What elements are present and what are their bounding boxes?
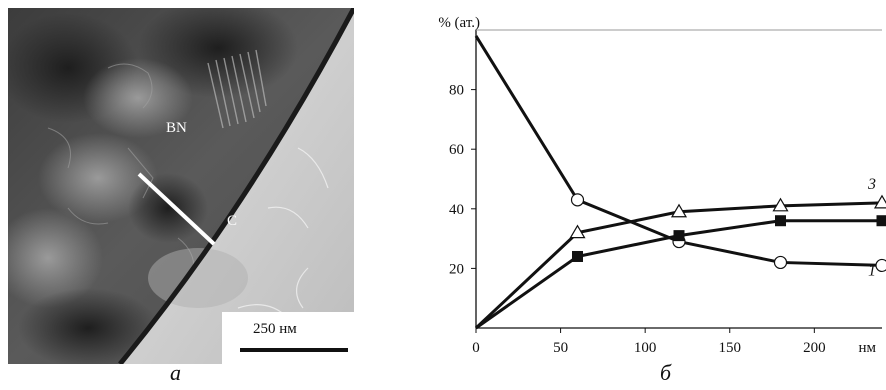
- chart-axes: 0 50 100 150 200 20 40 60 80: [449, 29, 882, 356]
- data-point-square: [572, 250, 583, 262]
- data-point-triangle: [772, 197, 789, 212]
- chart-labels: % (ат.) нм 1 3: [438, 15, 876, 356]
- micrograph-panel: BN C 250 нм: [8, 8, 354, 364]
- series-label: 1: [868, 262, 876, 279]
- data-point-circle: [570, 193, 585, 207]
- data-point-triangle: [569, 224, 586, 239]
- data-point-square: [673, 230, 685, 242]
- data-point-square: [775, 215, 786, 227]
- x-tick-label: 150: [719, 340, 742, 356]
- y-tick-label: 20: [449, 261, 464, 277]
- y-tick-label: 40: [449, 202, 464, 218]
- data-point-square: [876, 215, 886, 227]
- y-tick-label: 60: [449, 142, 464, 158]
- caption-b: б: [660, 360, 672, 385]
- scale-bar: [240, 348, 348, 352]
- caption-a: a: [170, 360, 181, 385]
- label-bn: BN: [166, 120, 187, 136]
- x-tick-label: 200: [803, 340, 826, 356]
- scale-bar-box: [222, 312, 354, 364]
- profile-line: [137, 172, 216, 246]
- data-point-circle: [875, 258, 886, 273]
- label-c: C: [227, 213, 237, 229]
- x-tick-label: 50: [553, 340, 568, 356]
- x-axis-label: нм: [858, 340, 876, 356]
- x-tick-label: 0: [472, 340, 480, 356]
- x-tick-label: 100: [634, 340, 657, 356]
- y-tick-label: 80: [449, 83, 464, 99]
- y-axis-label: % (ат.): [438, 15, 480, 31]
- micrograph-image: BN C 250 нм: [8, 8, 354, 364]
- data-point-circle: [773, 255, 788, 270]
- scale-bar-label: 250 нм: [253, 321, 297, 337]
- composition-chart: 0 50 100 150 200 20 40 60 80 % (ат.) нм 1 3: [438, 15, 886, 356]
- data-point-triangle: [670, 203, 688, 218]
- series-label: 3: [867, 176, 876, 193]
- chart-series: [474, 35, 886, 330]
